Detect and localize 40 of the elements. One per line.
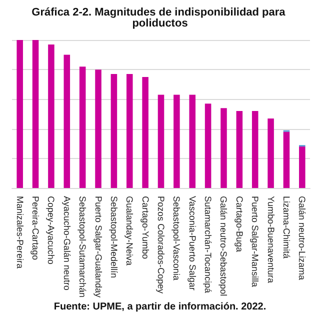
- x-tick-label: Pozos Colorados-Copey: [156, 196, 166, 294]
- bar: [299, 146, 306, 188]
- x-tick-label: Galán neutro-Lizama: [297, 196, 308, 280]
- bar: [158, 94, 164, 188]
- x-tick-label: Pereira-Cartago: [30, 196, 41, 260]
- bar: [32, 40, 39, 188]
- chart-title: Gráfica 2-2. Magnitudes de indisponibilidad para poliductos: [32, 6, 288, 30]
- bar: [48, 44, 54, 188]
- bar: [268, 118, 274, 188]
- bar: [64, 54, 70, 188]
- x-tick-label: Cartago-Yumbo: [140, 196, 150, 260]
- x-tick-label: Yumbo-Buenaventura: [266, 196, 276, 284]
- source-note: Fuente: UPME, a partir de información. 2022.: [54, 302, 266, 312]
- bar: [189, 94, 196, 188]
- bar: [16, 40, 23, 188]
- bar: [79, 66, 86, 188]
- x-tick-label: Cartago-Buga: [234, 196, 244, 252]
- x-tick-label: Lizama-Chimitá: [281, 196, 292, 259]
- x-tick-label: Vasconia-Puerto Salgar: [187, 196, 198, 290]
- bar: [236, 111, 243, 188]
- x-tick-label: Puerto Salgar-Gualanday: [93, 196, 104, 298]
- x-tick-label: Ayacucho-Galán neutro: [62, 196, 72, 290]
- x-tick-label: Galán neutro-Sebastopol: [218, 196, 229, 296]
- bar: [252, 111, 258, 188]
- x-tick-label: Copey-Ayacucho: [46, 196, 56, 264]
- x-tick-label: Sebastopol-Vasconia: [172, 196, 182, 280]
- bar: [110, 74, 118, 188]
- x-tick-label: Sebastopol-Medellín: [108, 196, 119, 278]
- x-tick-label: Puerto Salgar-Mansilla: [250, 196, 260, 288]
- bar: [95, 70, 102, 188]
- bar: [220, 108, 227, 188]
- bar: [283, 132, 290, 188]
- bar: [174, 94, 180, 188]
- bar: [142, 77, 148, 188]
- x-tick-label: Manizales-Pereira: [14, 196, 25, 269]
- x-tick-label: Sebastopol-Sutamarchán: [78, 196, 88, 298]
- bar: [126, 74, 133, 188]
- bar: [204, 104, 212, 188]
- x-tick-label: Sutamarchán-Tocancipá: [203, 196, 214, 294]
- x-tick-label: Gualanday-Neiva: [124, 196, 135, 266]
